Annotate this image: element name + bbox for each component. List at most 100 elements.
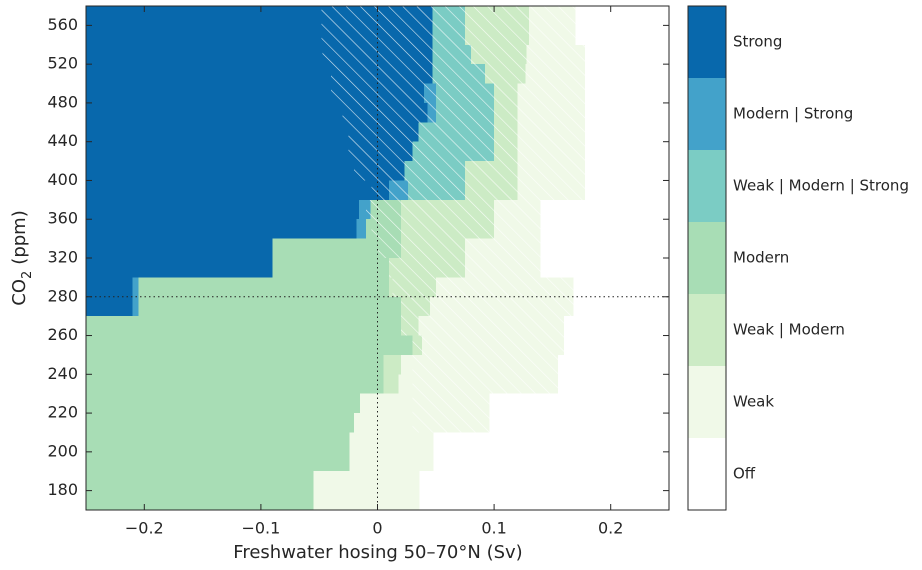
regime-cell: [86, 335, 413, 356]
y-label-part: (ppm): [9, 210, 30, 264]
regime-cell: [585, 122, 670, 143]
colorbar-swatch: [688, 150, 726, 223]
hatch-region: [321, 25, 576, 46]
regime-cell: [433, 451, 670, 472]
regime-cell: [86, 432, 351, 453]
regime-cell: [313, 471, 420, 492]
hatch-region: [330, 64, 586, 85]
y-tick-label: 480: [47, 92, 78, 111]
colorbar-swatch: [688, 222, 726, 295]
y-label-part: CO: [9, 279, 30, 306]
regime-cell: [419, 471, 670, 492]
regime-cell: [86, 219, 358, 240]
y-tick-label: 320: [47, 248, 78, 267]
hatch-region: [371, 219, 541, 240]
colorbar-label: Weak: [733, 393, 774, 411]
regime-cell: [132, 277, 139, 298]
axes: −0.2 −0.1 0 0.1 0.2 180 200 220 240 260 280 320 360 4…: [47, 5, 670, 538]
regime-cell: [138, 277, 390, 298]
regime-cell: [585, 102, 670, 123]
hatch-region: [400, 296, 574, 317]
regime-cell: [349, 432, 434, 453]
colorbar-label: Modern: [733, 249, 789, 267]
regime-cell: [86, 451, 351, 472]
regime-cell: [419, 490, 670, 511]
regime-cell: [558, 354, 670, 375]
y-tick-label: 240: [47, 364, 78, 383]
regime-cell: [86, 141, 413, 162]
regime-cell: [575, 25, 670, 46]
regime-cell: [86, 393, 361, 414]
regime-cell: [86, 354, 384, 375]
x-tick-label: −0.1: [241, 519, 280, 538]
regime-cell: [585, 44, 670, 65]
colorbar-swatch: [688, 438, 726, 511]
y-tick-label: 560: [47, 15, 78, 34]
y-tick-label: 280: [47, 286, 78, 305]
regime-cell: [86, 238, 274, 259]
hatch-region: [354, 161, 586, 181]
regime-cell: [313, 490, 420, 511]
hatch-region: [377, 238, 541, 259]
regime-cell: [86, 296, 134, 317]
regime-cell: [272, 258, 390, 278]
regime-cell: [86, 161, 405, 181]
regime-cell: [540, 238, 670, 259]
y-tick-label: 400: [47, 170, 78, 189]
colorbar-swatch: [688, 294, 726, 367]
regime-cell: [489, 413, 670, 433]
regime-cell: [489, 393, 670, 414]
regime-cell: [540, 199, 670, 220]
regime-cell: [585, 180, 670, 201]
regime-cell: [558, 374, 670, 395]
y-tick-label: 520: [47, 54, 78, 73]
regime-cell: [86, 180, 390, 201]
regime-cell: [272, 238, 402, 259]
colorbar-frame: [687, 5, 727, 511]
colorbar-label: Weak | Modern | Strong: [733, 177, 909, 195]
y-tick-label: 220: [47, 403, 78, 422]
regime-cell: [86, 490, 314, 511]
hatch-region: [412, 393, 490, 414]
regime-cell: [564, 335, 670, 356]
regime-cell: [573, 296, 670, 317]
y-axis-label: CO2 (ppm): [9, 210, 35, 305]
x-axis-label: Freshwater hosing 50–70°N (Sv): [233, 542, 522, 563]
regime-cell: [585, 83, 670, 104]
hatch-region: [412, 335, 565, 356]
hatch-region: [392, 277, 574, 298]
hatch-region: [365, 199, 541, 220]
plot-area: [86, 6, 670, 511]
colorbar: Strong Modern | Strong Weak | Modern | Str…: [687, 5, 909, 511]
regime-cell: [585, 161, 670, 181]
regime-cell: [573, 277, 670, 298]
colorbar-swatch: [688, 78, 726, 151]
regime-cell: [86, 374, 384, 395]
x-tick-label: 0: [372, 519, 382, 538]
hatch-region: [371, 180, 586, 201]
hatch-region: [348, 141, 586, 162]
regime-cell: [86, 413, 355, 433]
hatch-region: [348, 122, 586, 143]
regime-cell: [86, 316, 402, 337]
regime-cell: [86, 258, 274, 278]
regime-cell: [356, 219, 367, 240]
colorbar-swatch: [688, 366, 726, 439]
hatch-region: [342, 102, 586, 123]
regime-cell: [540, 219, 670, 240]
regime-cell: [585, 141, 670, 162]
regime-cell: [349, 451, 434, 472]
regime-cell: [585, 64, 670, 85]
colorbar-label: Weak | Modern: [733, 321, 845, 339]
y-tick-label: 360: [47, 209, 78, 228]
regime-cell: [86, 122, 419, 143]
regime-cell: [86, 199, 360, 220]
regime-cell: [383, 374, 399, 395]
x-tick-label: 0.1: [481, 519, 506, 538]
colorbar-label: Strong: [733, 33, 782, 51]
colorbar-label: Off: [733, 465, 756, 483]
hatch-region: [389, 258, 541, 278]
colorbar-label: Modern | Strong: [733, 105, 853, 123]
x-tick-label: 0.2: [598, 519, 623, 538]
colorbar-swatch: [688, 6, 726, 79]
